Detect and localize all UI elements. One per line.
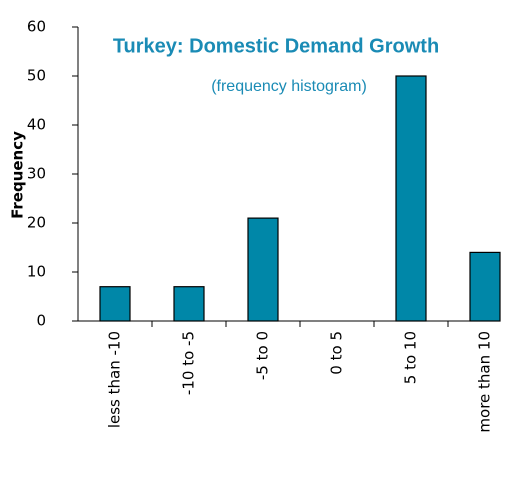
y-axis-label: Frequency xyxy=(9,131,27,219)
y-tick-label: 20 xyxy=(27,214,46,232)
x-tick-label: -10 to -5 xyxy=(180,331,198,395)
x-tick-label: less than -10 xyxy=(106,331,124,428)
x-tick-label: 0 to 5 xyxy=(328,331,346,375)
chart-title: Turkey: Domestic Demand Growth xyxy=(113,35,439,57)
chart-subtitle: (frequency histogram) xyxy=(211,78,367,95)
x-tick-label: more than 10 xyxy=(476,331,494,433)
y-tick-label: 30 xyxy=(27,165,46,183)
bar xyxy=(395,75,427,322)
y-tick-label: 50 xyxy=(27,67,46,85)
x-tick-label: -5 to 0 xyxy=(254,331,272,380)
bar xyxy=(99,286,131,322)
y-tick-label: 60 xyxy=(27,18,46,36)
bar xyxy=(173,286,205,322)
y-tick-label: 0 xyxy=(36,312,46,330)
y-tick-label: 40 xyxy=(27,116,46,134)
x-tick-label: 5 to 10 xyxy=(402,331,420,384)
bar xyxy=(247,217,279,322)
y-tick-label: 10 xyxy=(27,263,46,281)
bar xyxy=(469,251,501,322)
